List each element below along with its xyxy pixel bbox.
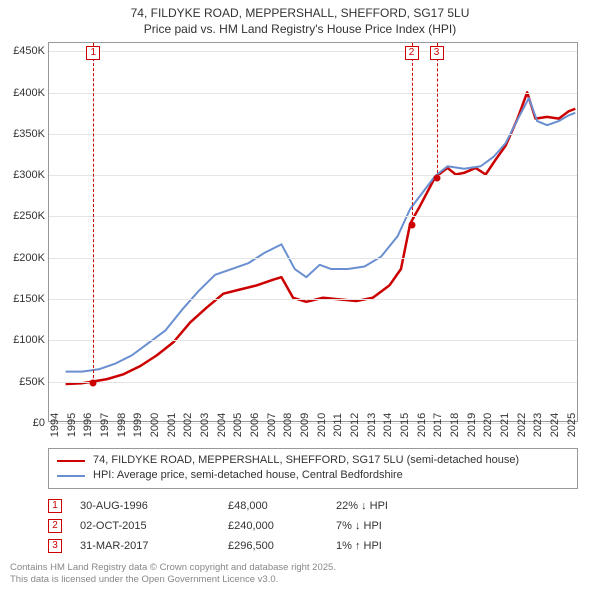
- sale-price: £240,000: [228, 520, 318, 532]
- x-tick-label: 2004: [216, 413, 228, 437]
- sale-row: 1 30-AUG-1996 £48,000 22% ↓ HPI: [48, 496, 578, 516]
- y-tick-label: £100K: [13, 334, 45, 346]
- x-tick-label: 1999: [132, 413, 144, 437]
- marker-vline: [437, 43, 438, 178]
- sale-row: 3 31-MAR-2017 £296,500 1% ↑ HPI: [48, 536, 578, 556]
- legend-row-price: 74, FILDYKE ROAD, MEPPERSHALL, SHEFFORD,…: [57, 453, 569, 468]
- x-tick-label: 2001: [166, 413, 178, 437]
- x-tick-label: 2014: [382, 413, 394, 437]
- sale-date: 02-OCT-2015: [80, 520, 210, 532]
- sales-table: 1 30-AUG-1996 £48,000 22% ↓ HPI 2 02-OCT-2015…: [48, 496, 578, 556]
- x-tick-label: 2000: [149, 413, 161, 437]
- x-tick-label: 2024: [549, 413, 561, 437]
- sale-date: 31-MAR-2017: [80, 540, 210, 552]
- y-tick-label: £150K: [13, 293, 45, 305]
- x-tick-label: 1997: [99, 413, 111, 437]
- legend-swatch-price: [57, 460, 85, 462]
- y-tick-label: £200K: [13, 252, 45, 264]
- x-tick-label: 2012: [349, 413, 361, 437]
- marker-box: 1: [86, 46, 100, 60]
- sale-date: 30-AUG-1996: [80, 500, 210, 512]
- x-tick-label: 2020: [482, 413, 494, 437]
- x-tick-label: 2009: [299, 413, 311, 437]
- x-tick-label: 2005: [232, 413, 244, 437]
- marker-vline: [93, 43, 94, 383]
- series-hpi: [66, 98, 576, 372]
- y-tick-label: £0: [33, 417, 45, 429]
- footer: Contains HM Land Registry data © Crown c…: [10, 562, 336, 586]
- x-tick-label: 1995: [66, 413, 78, 437]
- gridline: [49, 258, 577, 259]
- legend-swatch-hpi: [57, 475, 85, 477]
- sale-hpi-delta: 7% ↓ HPI: [336, 520, 426, 532]
- legend-label-price: 74, FILDYKE ROAD, MEPPERSHALL, SHEFFORD,…: [93, 453, 519, 468]
- legend-label-hpi: HPI: Average price, semi-detached house,…: [93, 468, 403, 483]
- chart-plot-area: £0£50K£100K£150K£200K£250K£300K£350K£400…: [48, 42, 578, 422]
- y-tick-label: £350K: [13, 128, 45, 140]
- footer-line-2: This data is licensed under the Open Gov…: [10, 574, 336, 586]
- sale-hpi-delta: 1% ↑ HPI: [336, 540, 426, 552]
- marker-dot: [90, 380, 97, 387]
- chart-container: 74, FILDYKE ROAD, MEPPERSHALL, SHEFFORD,…: [0, 0, 600, 590]
- x-tick-label: 2003: [199, 413, 211, 437]
- sale-price: £48,000: [228, 500, 318, 512]
- footer-line-1: Contains HM Land Registry data © Crown c…: [10, 562, 336, 574]
- x-tick-label: 2021: [499, 413, 511, 437]
- x-tick-label: 2023: [532, 413, 544, 437]
- gridline: [49, 51, 577, 52]
- sale-marker-box: 2: [48, 519, 62, 533]
- sale-row: 2 02-OCT-2015 £240,000 7% ↓ HPI: [48, 516, 578, 536]
- title-line-2: Price paid vs. HM Land Registry's House …: [10, 22, 590, 38]
- gridline: [49, 216, 577, 217]
- x-tick-label: 1994: [49, 413, 61, 437]
- x-tick-label: 2025: [566, 413, 578, 437]
- sale-price: £296,500: [228, 540, 318, 552]
- gridline: [49, 382, 577, 383]
- chart-svg: [49, 43, 577, 421]
- x-tick-label: 2008: [282, 413, 294, 437]
- marker-vline: [412, 43, 413, 225]
- x-tick-label: 2018: [449, 413, 461, 437]
- sale-marker-box: 1: [48, 499, 62, 513]
- sale-hpi-delta: 22% ↓ HPI: [336, 500, 426, 512]
- x-tick-label: 2002: [182, 413, 194, 437]
- y-tick-label: £300K: [13, 169, 45, 181]
- marker-dot: [433, 175, 440, 182]
- gridline: [49, 423, 577, 424]
- sale-marker-box: 3: [48, 539, 62, 553]
- x-tick-label: 2006: [249, 413, 261, 437]
- legend: 74, FILDYKE ROAD, MEPPERSHALL, SHEFFORD,…: [48, 448, 578, 489]
- x-tick-label: 2013: [366, 413, 378, 437]
- legend-row-hpi: HPI: Average price, semi-detached house,…: [57, 468, 569, 483]
- x-tick-label: 2019: [466, 413, 478, 437]
- x-tick-label: 2022: [516, 413, 528, 437]
- y-tick-label: £400K: [13, 87, 45, 99]
- marker-box: 3: [430, 46, 444, 60]
- x-tick-label: 2010: [316, 413, 328, 437]
- gridline: [49, 299, 577, 300]
- marker-dot: [408, 221, 415, 228]
- gridline: [49, 134, 577, 135]
- x-tick-label: 2011: [332, 413, 344, 437]
- gridline: [49, 340, 577, 341]
- gridline: [49, 175, 577, 176]
- x-tick-label: 2015: [399, 413, 411, 437]
- x-tick-label: 2017: [432, 413, 444, 437]
- marker-box: 2: [405, 46, 419, 60]
- title-line-1: 74, FILDYKE ROAD, MEPPERSHALL, SHEFFORD,…: [10, 6, 590, 22]
- gridline: [49, 93, 577, 94]
- x-tick-label: 2007: [266, 413, 278, 437]
- y-tick-label: £450K: [13, 45, 45, 57]
- title-block: 74, FILDYKE ROAD, MEPPERSHALL, SHEFFORD,…: [0, 0, 600, 41]
- x-tick-label: 2016: [416, 413, 428, 437]
- x-tick-label: 1998: [116, 413, 128, 437]
- y-tick-label: £250K: [13, 210, 45, 222]
- y-tick-label: £50K: [19, 376, 45, 388]
- x-tick-label: 1996: [82, 413, 94, 437]
